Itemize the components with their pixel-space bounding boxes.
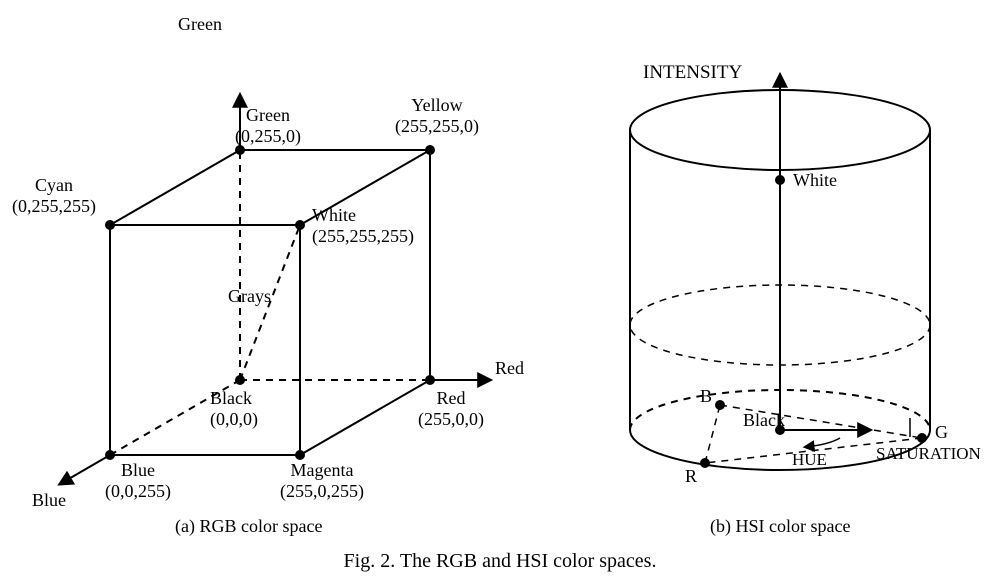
label-intensity: INTENSITY — [643, 62, 742, 84]
subcaption-b: (b) HSI color space — [710, 516, 850, 537]
label-hsi-B: B — [700, 386, 712, 407]
hsi-node-G — [917, 433, 927, 443]
figure-container: { "figure_caption": "Fig. 2. The RGB and… — [0, 0, 1000, 578]
label-hsi-white: White — [793, 170, 837, 191]
label-hsi-R: R — [685, 466, 697, 487]
hsi-node-B — [715, 400, 725, 410]
hsi-tri-rb — [705, 405, 720, 463]
label-saturation: SATURATION — [876, 444, 981, 464]
hsi-cylinder-svg — [0, 0, 1000, 578]
hsi-node-R — [700, 458, 710, 468]
subcaption-a: (a) RGB color space — [175, 516, 322, 537]
label-hsi-black: Black — [743, 410, 785, 431]
hsi-node-white — [775, 175, 785, 185]
figure-caption: Fig. 2. The RGB and HSI color spaces. — [0, 550, 1000, 573]
label-hue: HUE — [792, 450, 827, 470]
hsi-hue-arc — [805, 438, 840, 447]
label-hsi-G: G — [935, 422, 948, 443]
